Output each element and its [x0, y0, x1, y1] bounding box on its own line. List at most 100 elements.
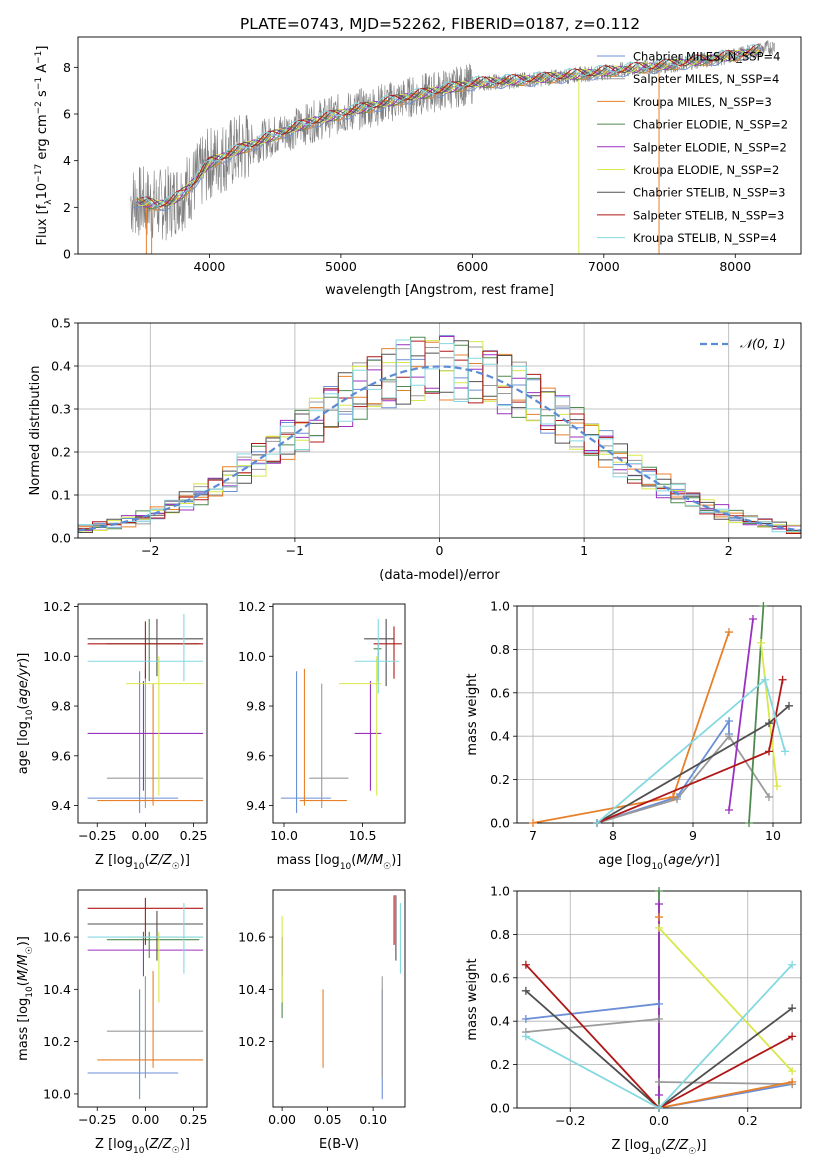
- y-axis-label: age [log10(age/yr)]: [16, 653, 35, 775]
- weight-marker: [761, 675, 769, 684]
- axes-frame: [272, 889, 406, 1108]
- axes-frame: [77, 322, 802, 539]
- weight-marker: [788, 1004, 797, 1013]
- weight-line: [596, 679, 784, 823]
- y-tick-label: 0.2: [490, 1057, 510, 1072]
- weight-line: [596, 718, 730, 823]
- weight-marker: [778, 675, 787, 684]
- weight-marker: [655, 923, 663, 932]
- x-tick-label: −0.25: [78, 1112, 116, 1127]
- weight-marker: [788, 960, 797, 969]
- weight-marker: [757, 638, 765, 647]
- weight-marker: [788, 1067, 797, 1076]
- y-tick-label: 0.1: [51, 488, 71, 503]
- age-vs-mass-panel: 10.0 10.5 9.4 9.6 9.8 10.0 10.2 mass [log10(M/M…: [238, 599, 406, 872]
- normal-curve: [78, 365, 801, 532]
- y-tick-label: 10.2: [238, 1034, 266, 1049]
- y-tick-label: 0.4: [51, 359, 71, 374]
- weight-marker: [593, 819, 601, 827]
- weight-marker: [655, 999, 663, 1008]
- weight-marker: [655, 900, 663, 909]
- weight-marker: [521, 986, 530, 995]
- x-axis-label: Z [log10(Z/Z☉)]: [95, 1137, 190, 1156]
- mass-vs-metallicity-panel: −0.25 0.00 0.25 10.0 10.2 10.4 10.6 Z [log10(Z/…: [16, 889, 208, 1156]
- weight-vs-metallicity-panel: −0.2 0.0 0.2 0.0 0.2 0.4 0.6 0.8 1.0 Z [log10(Z/Z…: [465, 884, 802, 1157]
- weight-line: [658, 917, 793, 1108]
- weight-vs-age-panel: 7 8 9 10 0.0 0.2 0.4 0.6 0.8 1.0 age [log10(age/yr…: [465, 599, 802, 872]
- y-tick-label: 4: [63, 153, 71, 168]
- y-tick-label: 1.0: [490, 599, 510, 614]
- weight-marker: [669, 792, 677, 801]
- x-tick-label: 8000: [719, 259, 751, 274]
- x-tick-label: 0.2: [738, 1113, 758, 1128]
- plot-area: [87, 613, 204, 814]
- model-spectrum: [141, 44, 760, 207]
- x-tick-label: 0: [436, 543, 444, 558]
- weight-line: [728, 618, 754, 811]
- x-tick-label: 7: [529, 828, 537, 843]
- axes-frame: [516, 605, 802, 824]
- y-tick-label: 0.6: [490, 970, 510, 985]
- x-axis-label: mass [log10(M/M☉)]: [277, 853, 402, 872]
- y-tick-label: 9.4: [51, 798, 71, 813]
- weight-line: [525, 964, 793, 1108]
- axes-frame: [272, 603, 406, 824]
- x-tick-label: 0.10: [359, 1112, 387, 1127]
- y-tick-label: 0.8: [490, 927, 510, 942]
- x-tick-label: 7000: [588, 259, 620, 274]
- y-tick-label: 0.8: [490, 642, 510, 657]
- x-tick-label: 0.25: [180, 1112, 208, 1127]
- mass-vs-extinction-panel: 0.00 0.05 0.10 10.2 10.4 10.6 E(B-V): [238, 889, 406, 1152]
- y-tick-label: 10.2: [43, 1034, 71, 1049]
- y-axis-label: Flux [fλ10−17 erg cm−2 s−1 A−1]: [34, 46, 54, 246]
- x-tick-label: 10.0: [270, 828, 298, 843]
- weight-marker: [781, 747, 789, 756]
- x-tick-label: −0.25: [78, 828, 116, 843]
- weight-marker: [655, 1104, 663, 1112]
- y-tick-label: 10.4: [238, 982, 266, 997]
- y-tick-label: 2: [63, 200, 71, 215]
- x-tick-label: 1: [580, 543, 588, 558]
- weight-marker: [655, 1077, 663, 1086]
- plot-area: [78, 335, 801, 538]
- y-tick-label: 0.0: [490, 816, 510, 831]
- weight-marker: [725, 717, 733, 726]
- x-tick-label: 0.00: [131, 828, 159, 843]
- axes-frame: [77, 603, 208, 824]
- y-tick-label: 10.4: [43, 982, 71, 997]
- x-axis-label: E(B-V): [319, 1137, 359, 1152]
- x-tick-label: 0.00: [131, 1112, 159, 1127]
- y-tick-label: 0.3: [51, 402, 71, 417]
- y-tick-label: 10.0: [238, 649, 266, 664]
- weight-marker: [521, 1015, 530, 1024]
- age-vs-metallicity-panel: −0.25 0.00 0.25 9.4 9.6 9.8 10.0 10.2 Z [log10(Z…: [16, 599, 208, 872]
- spectrum-panel: 4000 5000 6000 7000 8000 0 2 4 6 8 Chabrier MILES,…: [34, 36, 802, 298]
- legend-entry: Kroupa ELODIE, N_SSP=2: [633, 163, 779, 177]
- weight-marker: [521, 960, 530, 969]
- weight-line: [760, 642, 778, 787]
- legend-entry: Chabrier ELODIE, N_SSP=2: [633, 118, 788, 132]
- y-tick-label: 10.6: [238, 930, 266, 945]
- legend-entry: Kroupa MILES, N_SSP=3: [633, 95, 772, 109]
- panels: 4000 5000 6000 7000 8000 0 2 4 6 8 Chabrier MILES,…: [16, 36, 802, 1157]
- x-axis-label: age [log10(age/yr)]: [598, 853, 720, 872]
- legend-entry: Salpeter MILES, N_SSP=4: [633, 72, 779, 86]
- plot-area: [130, 39, 775, 254]
- plot-area: [280, 618, 402, 814]
- weight-line: [596, 734, 770, 823]
- weight-marker: [765, 719, 773, 728]
- weight-marker: [749, 615, 757, 624]
- weight-line: [525, 990, 793, 1108]
- legend-entry: 𝒩(0, 1): [740, 336, 786, 351]
- weight-marker: [521, 1032, 530, 1041]
- x-tick-label: 10.5: [349, 828, 377, 843]
- y-tick-label: 0: [63, 247, 71, 262]
- x-tick-label: −1: [286, 543, 304, 558]
- y-tick-label: 8: [63, 60, 71, 75]
- weight-marker: [759, 602, 768, 610]
- y-tick-label: 0.6: [490, 685, 510, 700]
- model-spectrum: [139, 43, 761, 207]
- y-tick-label: 9.4: [246, 798, 266, 813]
- model-spectrum: [136, 48, 761, 210]
- y-tick-label: 0.5: [51, 316, 71, 331]
